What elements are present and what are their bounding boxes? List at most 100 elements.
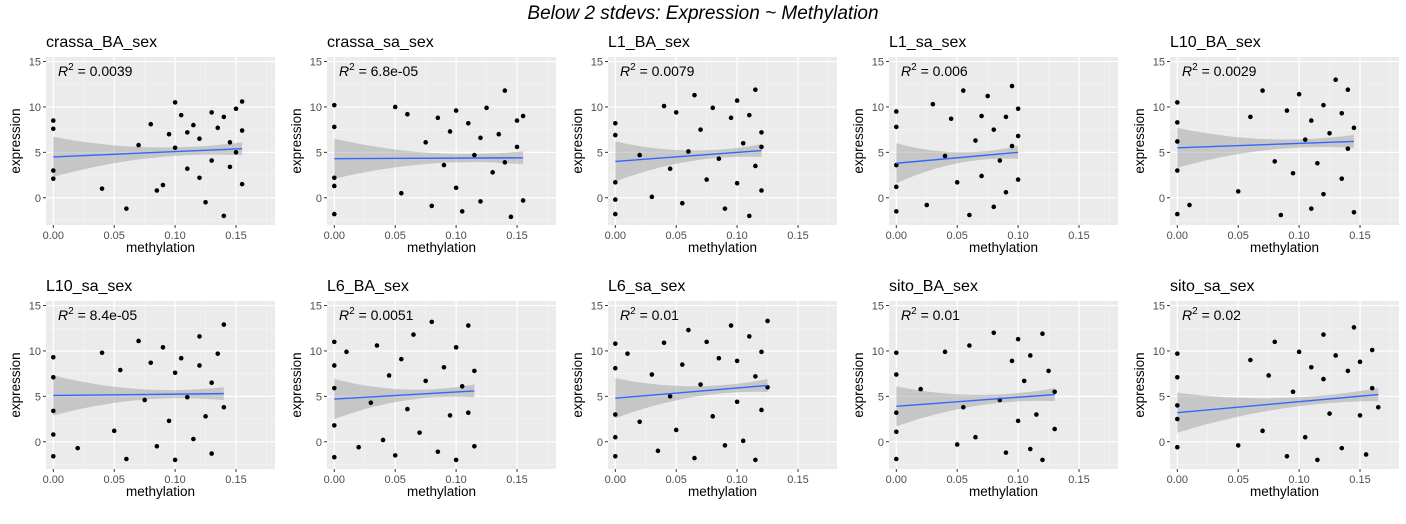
data-point <box>961 88 966 93</box>
x-tick-label: 0.05 <box>385 230 406 242</box>
data-point <box>1321 332 1326 337</box>
r-squared-label: R2 = 6.8e-05 <box>339 62 418 79</box>
data-point <box>233 150 239 155</box>
y-axis-label: expression <box>8 108 23 173</box>
data-point <box>51 126 56 132</box>
data-point <box>1040 457 1045 463</box>
data-point <box>459 209 465 214</box>
data-point <box>613 341 618 346</box>
data-point <box>1175 168 1180 173</box>
data-point <box>613 120 618 126</box>
data-point <box>453 457 459 463</box>
regression-line <box>1177 140 1354 149</box>
r-squared-label: R2 = 0.02 <box>1182 306 1241 323</box>
y-tick-label: 0 <box>597 437 603 449</box>
data-point <box>1272 339 1278 345</box>
plot-background <box>1170 301 1399 469</box>
data-point <box>1003 190 1009 195</box>
y-tick-label: 5 <box>597 147 603 159</box>
data-point <box>332 124 337 130</box>
data-point <box>520 113 526 119</box>
panel-title: sito_BA_sex <box>889 278 978 295</box>
data-point <box>514 144 520 150</box>
data-point <box>154 188 160 193</box>
data-point <box>613 412 618 417</box>
data-point <box>692 455 697 461</box>
data-point <box>1235 443 1241 448</box>
data-point <box>954 442 960 447</box>
data-point <box>441 162 447 168</box>
data-point <box>160 182 166 188</box>
data-point <box>1248 114 1253 120</box>
data-point <box>239 181 245 187</box>
data-point <box>740 438 746 444</box>
data-point <box>172 145 178 151</box>
data-point <box>728 115 734 121</box>
x-tick-label: 0.05 <box>947 474 968 486</box>
data-point <box>942 153 948 159</box>
data-point <box>1015 336 1021 342</box>
data-point <box>423 140 428 145</box>
y-tick-label: 0 <box>878 193 884 205</box>
y-axis-label: expression <box>1132 108 1147 173</box>
data-point <box>1321 376 1326 382</box>
data-point <box>918 386 923 392</box>
data-point <box>979 173 984 179</box>
data-point <box>51 168 56 173</box>
data-point <box>453 185 459 191</box>
y-axis-label: expression <box>1132 352 1147 417</box>
x-tick-label: 0.15 <box>1349 230 1370 242</box>
data-point <box>1296 349 1302 355</box>
facet-panel-sito_sa_sex: 0.00 0.05 0.10 0.15 0 5 10 15 methylation express… <box>1132 278 1399 499</box>
x-tick-label: 0.15 <box>787 230 808 242</box>
y-tick-label: 0 <box>1159 193 1165 205</box>
x-axis-label: methylation <box>407 484 476 499</box>
regression-line <box>53 148 243 158</box>
data-point <box>613 132 618 138</box>
data-point <box>1357 413 1363 418</box>
data-point <box>753 374 758 379</box>
y-axis-label: expression <box>851 108 866 173</box>
data-point <box>1357 359 1363 365</box>
data-point <box>1027 353 1033 358</box>
facet-panel-L1_BA_sex: 0.00 0.05 0.10 0.15 0 5 10 15 methylation express… <box>570 34 837 255</box>
x-tick-label: 0.10 <box>164 230 185 242</box>
y-tick-label: 15 <box>29 57 41 69</box>
data-point <box>332 211 337 217</box>
data-point <box>894 109 899 114</box>
data-point <box>172 457 178 463</box>
data-point <box>1266 373 1271 378</box>
data-point <box>191 122 196 128</box>
y-tick-label: 0 <box>597 193 603 205</box>
plot-background <box>327 301 556 469</box>
y-tick-label: 15 <box>591 301 603 313</box>
x-tick-label: 0.15 <box>506 474 527 486</box>
data-point <box>734 358 740 364</box>
data-point <box>227 164 233 170</box>
data-point <box>197 136 202 142</box>
x-axis-label: methylation <box>1250 484 1319 499</box>
data-point <box>698 382 703 387</box>
data-point <box>197 175 202 181</box>
r-squared-label: R2 = 0.0079 <box>620 62 695 79</box>
data-point <box>746 213 752 219</box>
data-point <box>197 363 202 368</box>
data-point <box>692 92 697 98</box>
panel-title: sito_sa_sex <box>1170 278 1255 295</box>
x-tick-label: 0.10 <box>1288 474 1309 486</box>
data-point <box>991 204 997 210</box>
data-point <box>356 444 361 450</box>
data-point <box>967 212 972 218</box>
y-tick-label: 15 <box>1153 57 1165 69</box>
data-point <box>1175 211 1180 217</box>
data-point <box>51 432 56 437</box>
y-tick-label: 10 <box>29 102 41 114</box>
data-point <box>118 367 123 373</box>
data-point <box>209 110 214 115</box>
data-point <box>661 103 667 109</box>
panel-title: L6_sa_sex <box>608 278 685 295</box>
data-point <box>75 445 80 451</box>
data-point <box>209 451 214 456</box>
data-point <box>991 127 997 132</box>
data-point <box>991 330 997 336</box>
